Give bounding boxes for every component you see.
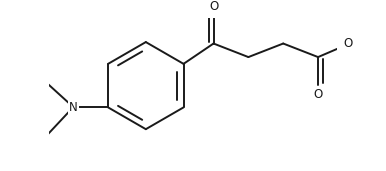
Text: O: O (313, 88, 323, 101)
Text: N: N (69, 101, 78, 114)
Text: O: O (209, 0, 218, 13)
Text: O: O (344, 37, 353, 50)
